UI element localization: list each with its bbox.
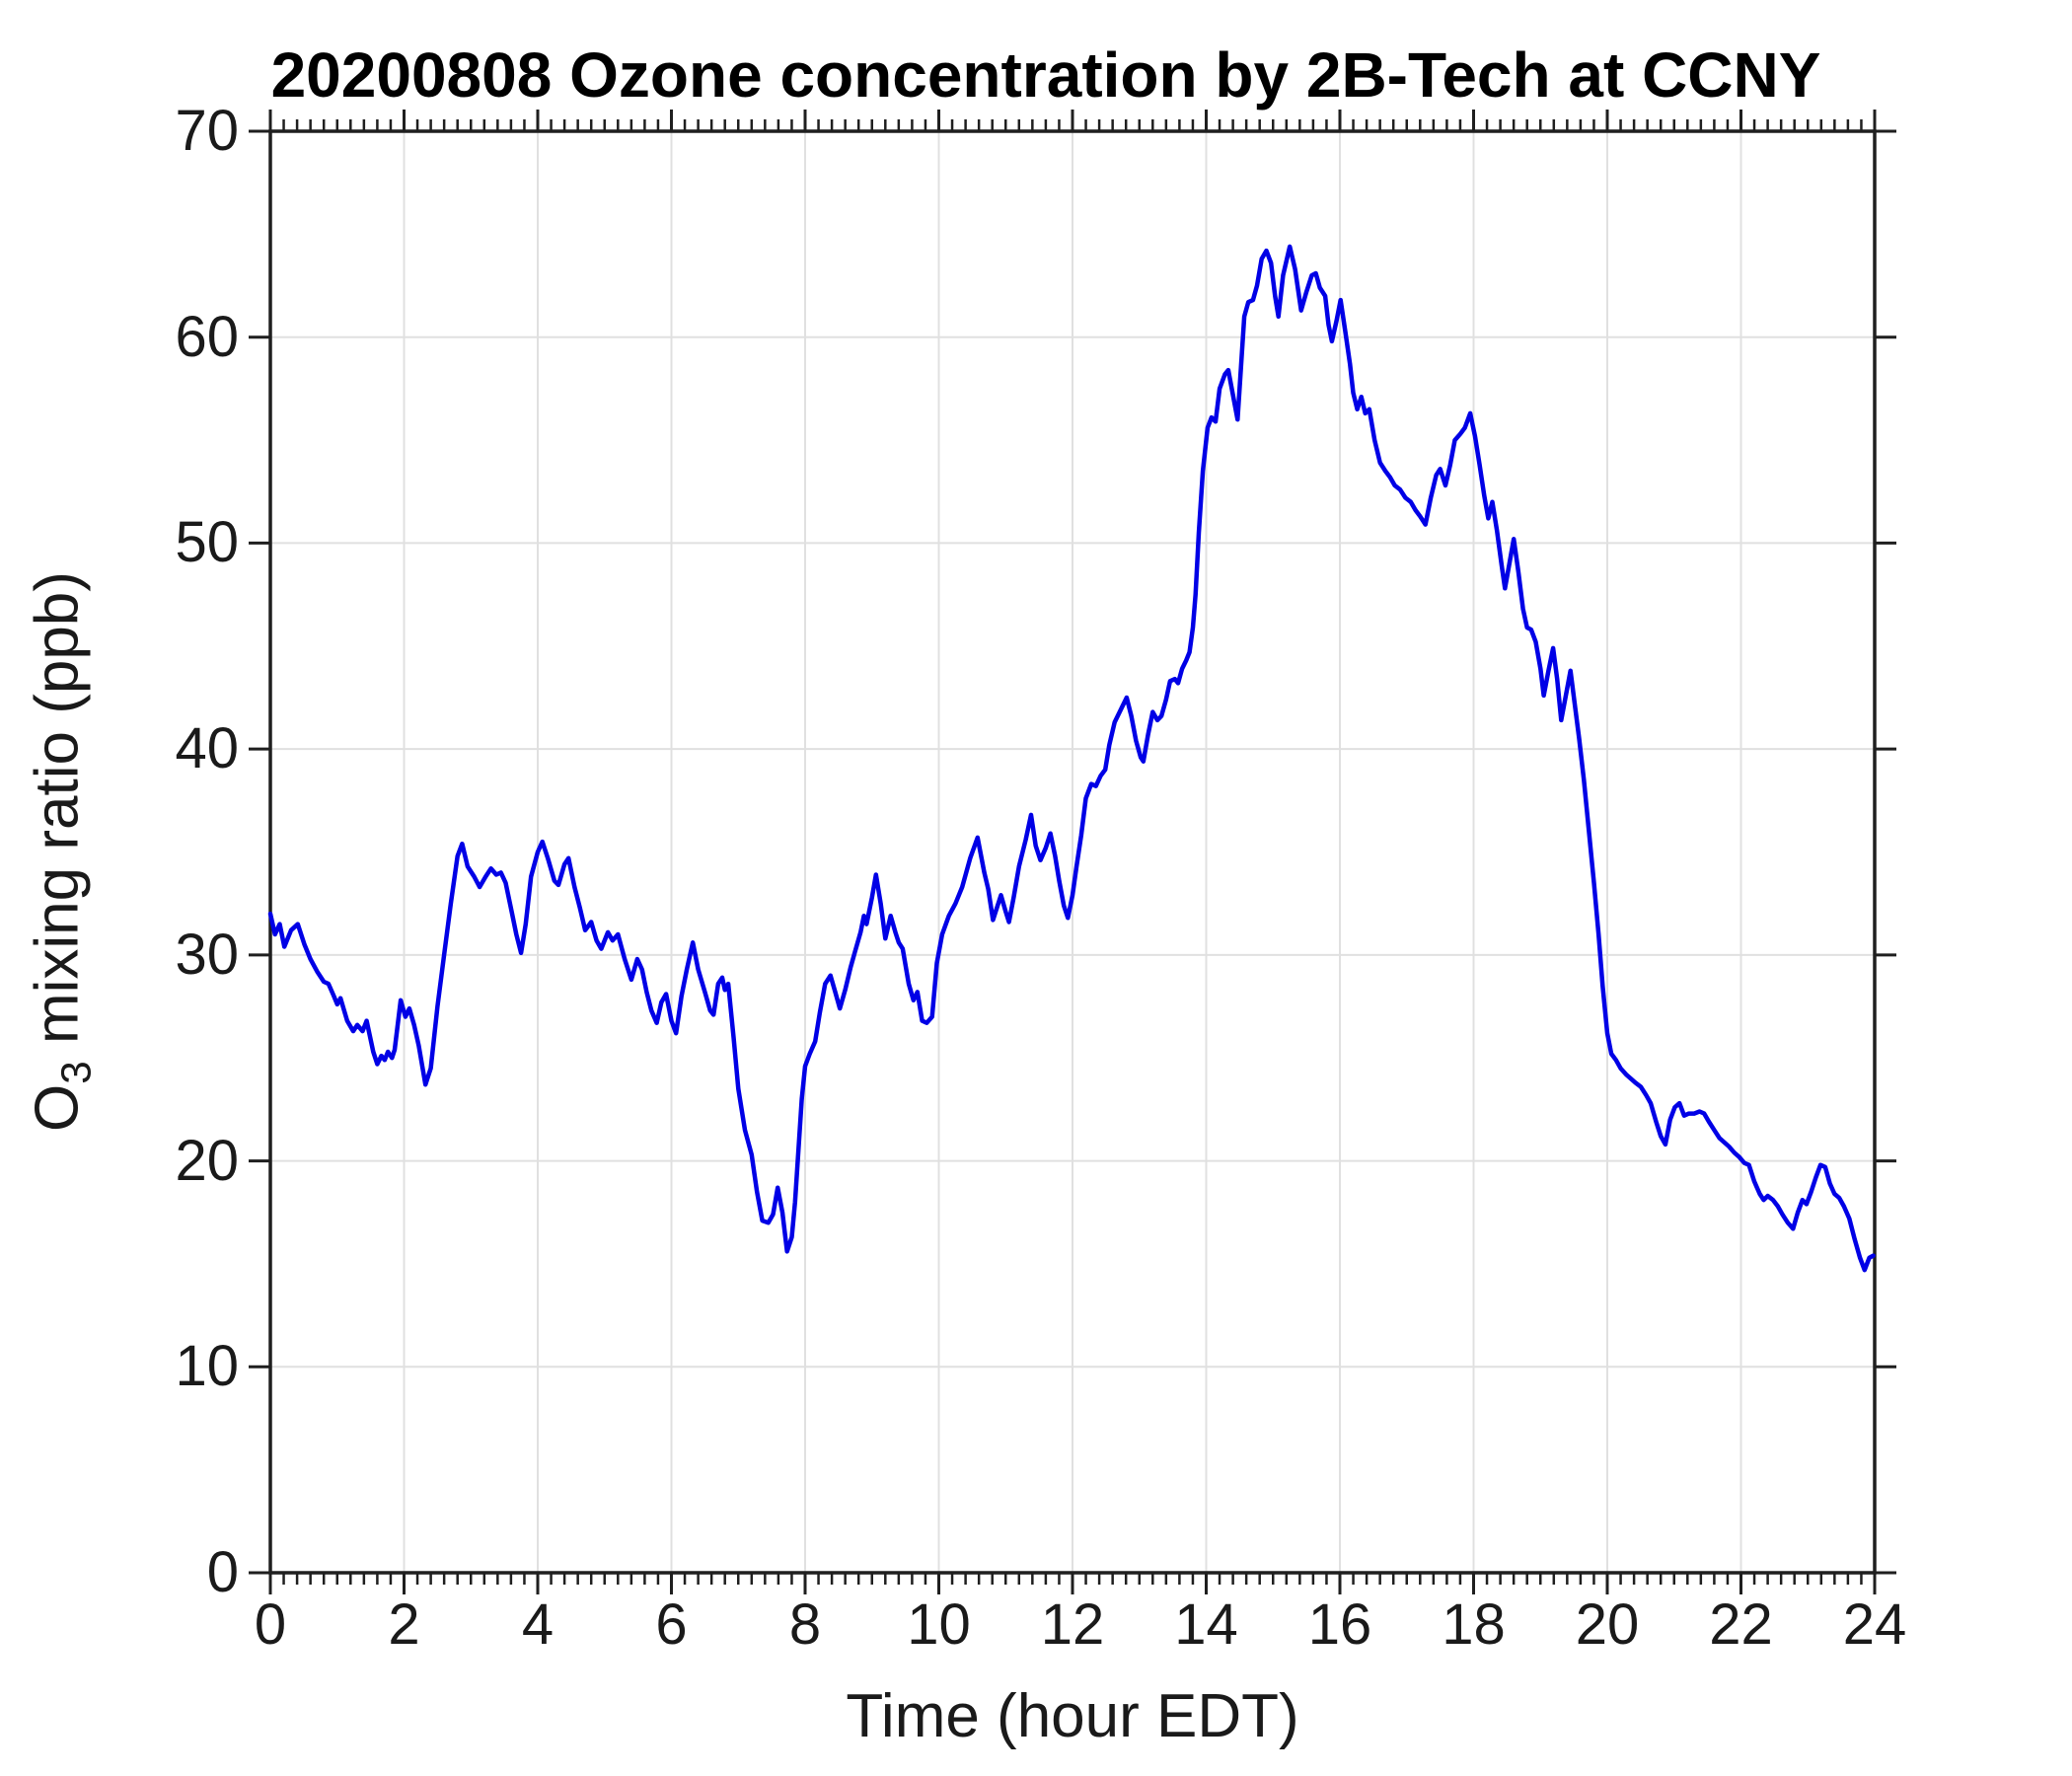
- y-axis-label: O3 mixing ratio (ppb): [22, 571, 100, 1132]
- x-tick-label: 24: [1842, 1592, 1907, 1657]
- y-tick-label: 10: [175, 1334, 239, 1399]
- y-tick-label: 30: [175, 922, 239, 987]
- y-tick-label: 20: [175, 1128, 239, 1193]
- x-tick-label: 12: [1040, 1592, 1105, 1657]
- x-tick-label: 16: [1307, 1592, 1372, 1657]
- x-tick-label: 20: [1575, 1592, 1640, 1657]
- y-axis-label-prefix: O: [23, 1083, 92, 1132]
- x-tick-label: 2: [388, 1592, 420, 1657]
- x-axis-label: Time (hour EDT): [846, 1682, 1299, 1750]
- x-tick-label: 4: [521, 1592, 555, 1657]
- x-tick-label: 0: [254, 1592, 287, 1657]
- x-tick-label: 8: [788, 1592, 822, 1657]
- y-tick-label: 60: [175, 304, 239, 369]
- x-tick-label: 18: [1442, 1592, 1506, 1657]
- ozone-line: [267, 244, 1876, 1273]
- y-tick-label: 40: [175, 716, 239, 781]
- x-tick-label: 14: [1174, 1592, 1238, 1657]
- y-axis-label-subscript: 3: [52, 1061, 100, 1084]
- chart-title: 20200808 Ozone concentration by 2B-Tech …: [270, 39, 1821, 111]
- y-tick-label: 50: [175, 510, 239, 575]
- y-axis-label-suffix: mixing ratio (ppb): [23, 571, 92, 1062]
- y-tick-label: 70: [175, 99, 239, 163]
- x-tick-label: 22: [1709, 1592, 1773, 1657]
- y-tick-label: 0: [206, 1540, 239, 1604]
- x-tick-label: 6: [655, 1592, 688, 1657]
- plot-box: [268, 129, 1877, 1575]
- x-tick-label: 10: [907, 1592, 971, 1657]
